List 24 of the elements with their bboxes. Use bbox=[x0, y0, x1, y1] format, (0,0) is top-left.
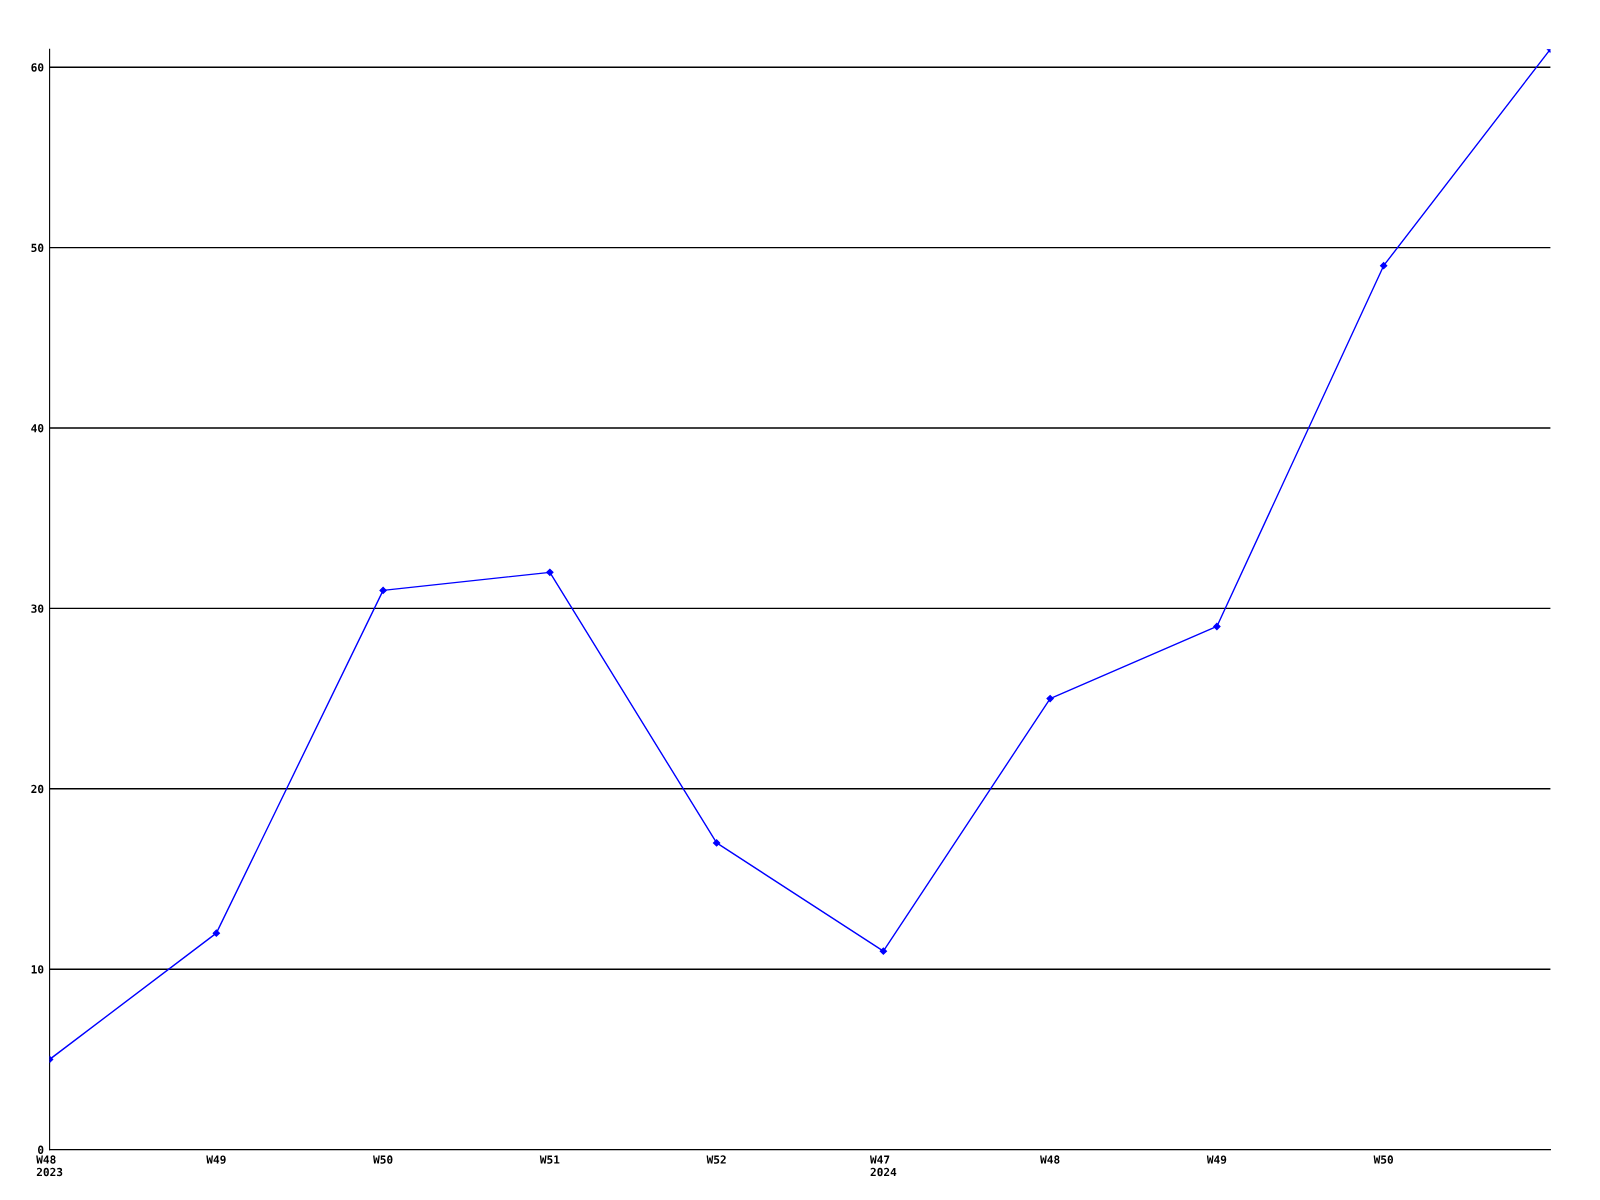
x-tick-label: W50 bbox=[373, 1155, 393, 1164]
y-tick-label: 0 bbox=[38, 1145, 44, 1154]
x-tick-label: W50 bbox=[1373, 1155, 1394, 1164]
point bbox=[1380, 262, 1388, 270]
x-tick-label: W48 bbox=[1040, 1155, 1060, 1164]
y-tick-label: 20 bbox=[31, 784, 44, 794]
y-tick-label: 10 bbox=[31, 965, 44, 974]
point bbox=[212, 929, 220, 937]
x-tick-label: W52 bbox=[706, 1155, 726, 1164]
x-tick-label: W47 2024 bbox=[870, 1155, 897, 1177]
x-tick-label: W49 bbox=[206, 1155, 226, 1164]
y-tick-label: 50 bbox=[31, 243, 44, 253]
y-tick-label: 60 bbox=[31, 63, 44, 72]
point bbox=[712, 839, 721, 847]
y-tick-label: 30 bbox=[31, 604, 44, 613]
point bbox=[879, 947, 888, 955]
point bbox=[1213, 622, 1221, 631]
y-tick-label: 40 bbox=[31, 424, 44, 433]
point bbox=[379, 586, 387, 595]
x-tick-label: W48 2023 bbox=[36, 1155, 63, 1177]
x-tick-label: W51 bbox=[539, 1155, 560, 1164]
point bbox=[1046, 694, 1054, 703]
x-tick-label: W49 bbox=[1206, 1155, 1227, 1164]
point bbox=[546, 568, 554, 576]
